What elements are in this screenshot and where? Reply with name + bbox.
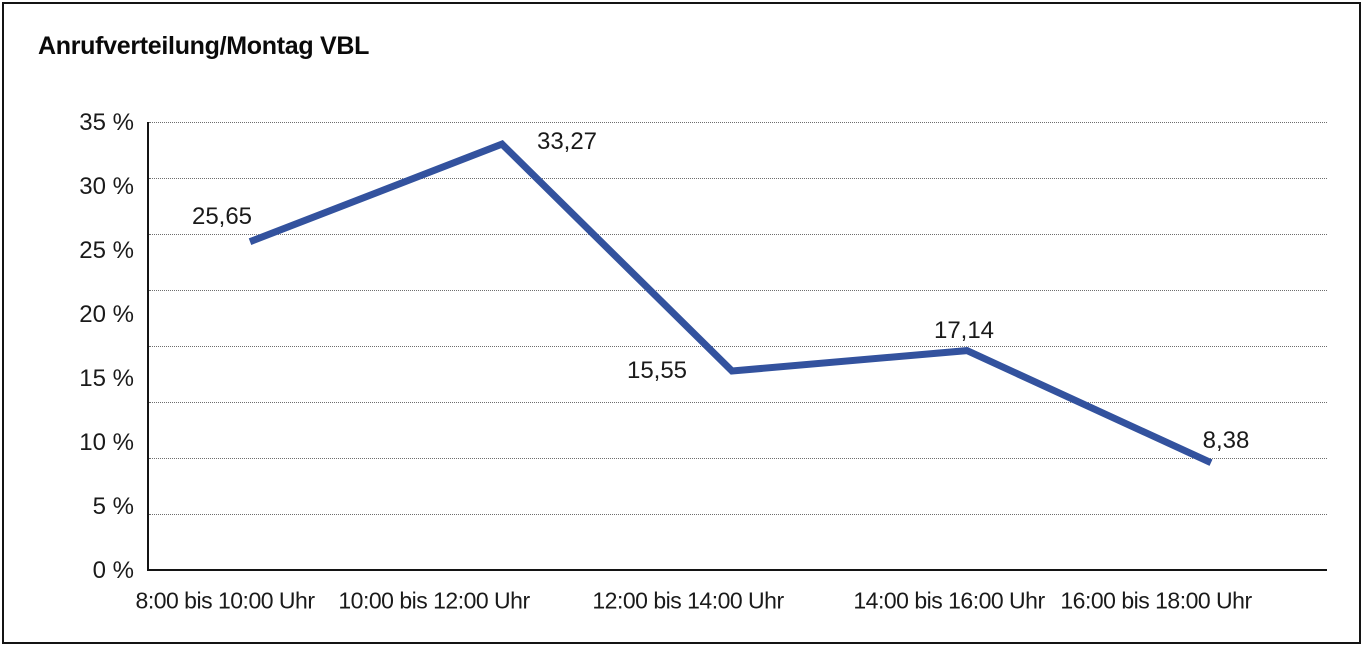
gridline	[149, 514, 1327, 515]
data-point-label: 15,55	[627, 357, 687, 385]
y-axis-tick-label: 20 %	[24, 301, 134, 329]
gridline	[149, 178, 1327, 179]
data-point-label: 25,65	[192, 203, 252, 231]
gridline	[149, 234, 1327, 235]
y-axis-tick-label: 10 %	[24, 429, 134, 457]
gridline	[149, 122, 1327, 123]
y-axis-tick-label: 30 %	[24, 173, 134, 201]
gridline	[149, 290, 1327, 291]
y-axis-tick-label: 15 %	[24, 365, 134, 393]
x-axis-label: 16:00 bis 18:00 Uhr	[1060, 588, 1251, 615]
x-axis-label: 12:00 bis 14:00 Uhr	[592, 588, 783, 615]
y-axis-tick-label: 25 %	[24, 237, 134, 265]
data-point-label: 8,38	[1203, 427, 1250, 455]
y-axis-tick-label: 0 %	[24, 557, 134, 585]
y-axis-tick-label: 35 %	[24, 109, 134, 137]
x-axis-line	[147, 569, 1327, 571]
plot-area: 35 % 30 % 25 % 20 % 15 % 10 % 5 % 0 % 25,65 33,2…	[4, 4, 1359, 642]
x-axis-label: 14:00 bis 16:00 Uhr	[853, 588, 1044, 615]
gridline	[149, 458, 1327, 459]
y-axis-line	[147, 122, 149, 571]
x-axis-label: 8:00 bis 10:00 Uhr	[136, 588, 315, 615]
data-line-svg	[4, 4, 1363, 650]
gridline	[149, 346, 1327, 347]
x-axis-label: 10:00 bis 12:00 Uhr	[338, 588, 529, 615]
data-line	[250, 144, 1211, 463]
gridline	[149, 402, 1327, 403]
data-point-label: 33,27	[537, 128, 597, 156]
data-point-label: 17,14	[934, 317, 994, 345]
y-axis-tick-label: 5 %	[24, 493, 134, 521]
